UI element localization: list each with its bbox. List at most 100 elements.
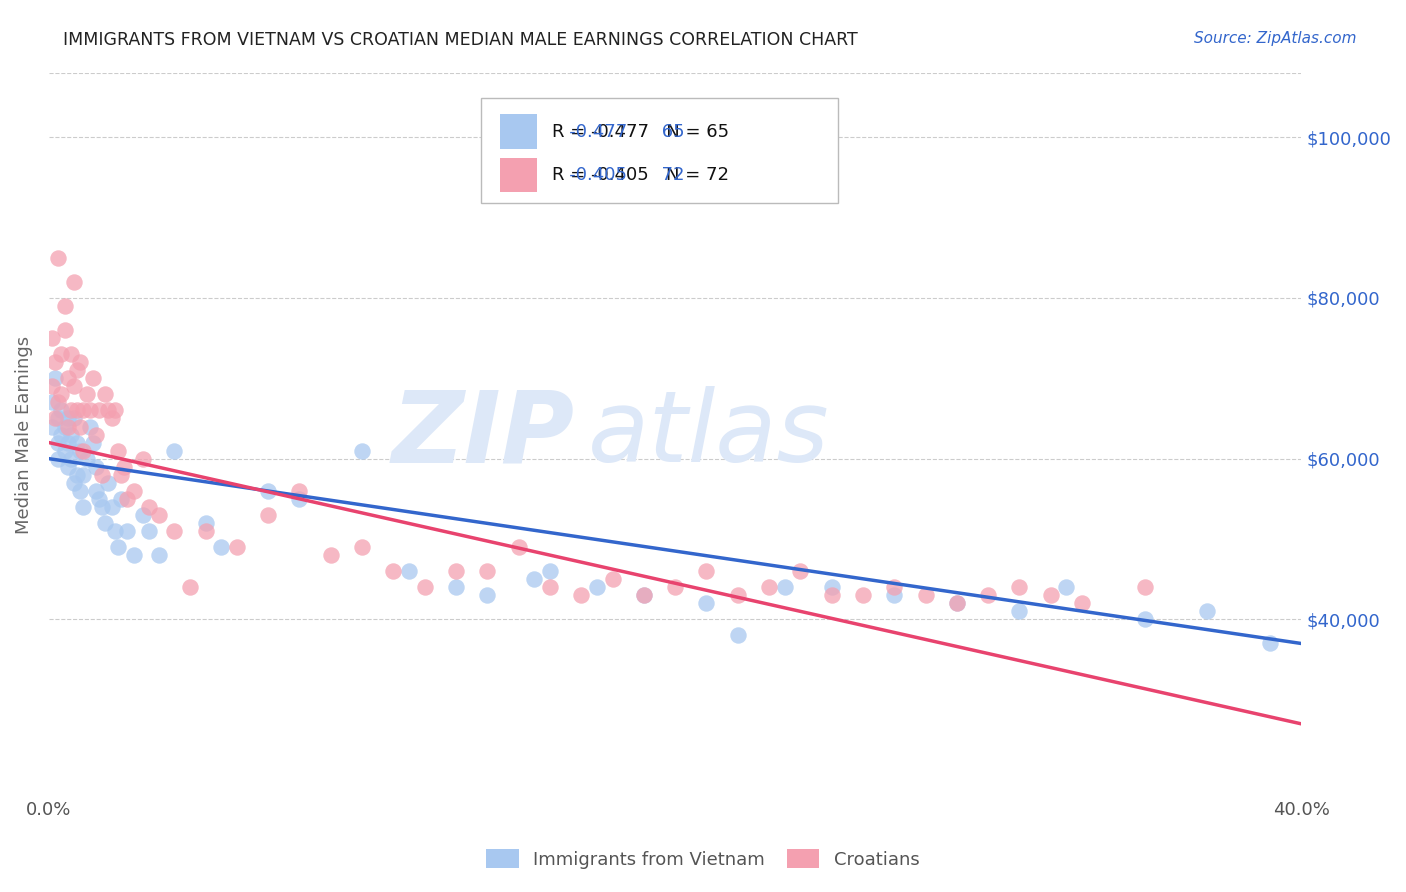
Point — [112, 459, 135, 474]
Point — [110, 491, 132, 506]
Point — [59, 427, 82, 442]
Point — [66, 467, 89, 482]
Point — [695, 596, 717, 610]
Point — [122, 483, 145, 498]
Point — [56, 411, 79, 425]
Point — [104, 403, 127, 417]
Point — [352, 540, 374, 554]
Point — [319, 548, 342, 562]
Point — [288, 483, 311, 498]
Point — [352, 443, 374, 458]
Point — [257, 508, 280, 522]
Point — [72, 403, 94, 417]
Point — [758, 580, 780, 594]
Point — [1008, 580, 1031, 594]
Point — [538, 580, 561, 594]
Point — [72, 467, 94, 482]
Point — [63, 411, 86, 425]
Point — [132, 451, 155, 466]
Point — [41, 331, 63, 345]
Text: R = -0.477   N = 65: R = -0.477 N = 65 — [553, 122, 730, 141]
Point — [63, 275, 86, 289]
Point — [97, 403, 120, 417]
Point — [84, 483, 107, 498]
Point — [59, 347, 82, 361]
Point — [63, 475, 86, 490]
Point — [148, 508, 170, 522]
Point — [179, 580, 201, 594]
Point — [94, 516, 117, 530]
Point — [695, 564, 717, 578]
Point — [163, 443, 186, 458]
Point — [100, 500, 122, 514]
Point — [444, 564, 467, 578]
Point — [633, 588, 655, 602]
Point — [48, 411, 70, 425]
Text: -0.477      65: -0.477 65 — [553, 122, 685, 141]
Point — [477, 564, 499, 578]
Legend: Immigrants from Vietnam, Croatians: Immigrants from Vietnam, Croatians — [479, 842, 927, 876]
Point — [69, 483, 91, 498]
Point — [773, 580, 796, 594]
Point — [66, 403, 89, 417]
Point — [727, 628, 749, 642]
Point — [288, 491, 311, 506]
Point — [48, 251, 70, 265]
Point — [523, 572, 546, 586]
Point — [538, 564, 561, 578]
Point — [63, 379, 86, 393]
Point — [398, 564, 420, 578]
Point — [48, 451, 70, 466]
Text: IMMIGRANTS FROM VIETNAM VS CROATIAN MEDIAN MALE EARNINGS CORRELATION CHART: IMMIGRANTS FROM VIETNAM VS CROATIAN MEDI… — [63, 31, 858, 49]
Text: R = -0.405   N = 72: R = -0.405 N = 72 — [553, 166, 730, 184]
Point — [87, 491, 110, 506]
Point — [1008, 604, 1031, 618]
Point — [69, 355, 91, 369]
Point — [66, 363, 89, 377]
Point — [163, 524, 186, 538]
Point — [1197, 604, 1219, 618]
Point — [66, 435, 89, 450]
Point — [789, 564, 811, 578]
Point — [225, 540, 247, 554]
Point — [87, 403, 110, 417]
Point — [79, 419, 101, 434]
Point — [53, 419, 76, 434]
Point — [44, 371, 66, 385]
Point — [91, 500, 114, 514]
Point — [84, 459, 107, 474]
Point — [122, 548, 145, 562]
Point — [209, 540, 232, 554]
Point — [1133, 612, 1156, 626]
Point — [664, 580, 686, 594]
Point — [72, 443, 94, 458]
FancyBboxPatch shape — [499, 158, 537, 193]
Point — [82, 435, 104, 450]
Point — [148, 548, 170, 562]
Point — [883, 580, 905, 594]
Point — [413, 580, 436, 594]
Point — [53, 323, 76, 337]
Point — [1258, 636, 1281, 650]
Point — [569, 588, 592, 602]
Point — [56, 459, 79, 474]
Point — [602, 572, 624, 586]
Point — [946, 596, 969, 610]
Point — [41, 419, 63, 434]
Point — [56, 371, 79, 385]
Point — [1039, 588, 1062, 602]
Point — [257, 483, 280, 498]
Point — [477, 588, 499, 602]
Text: atlas: atlas — [588, 386, 830, 483]
Point — [51, 403, 73, 417]
Point — [821, 580, 844, 594]
Text: -0.405      72: -0.405 72 — [553, 166, 685, 184]
Point — [382, 564, 405, 578]
Point — [51, 387, 73, 401]
Point — [104, 524, 127, 538]
Point — [72, 500, 94, 514]
Point — [194, 516, 217, 530]
Point — [586, 580, 609, 594]
Point — [914, 588, 936, 602]
Point — [51, 347, 73, 361]
